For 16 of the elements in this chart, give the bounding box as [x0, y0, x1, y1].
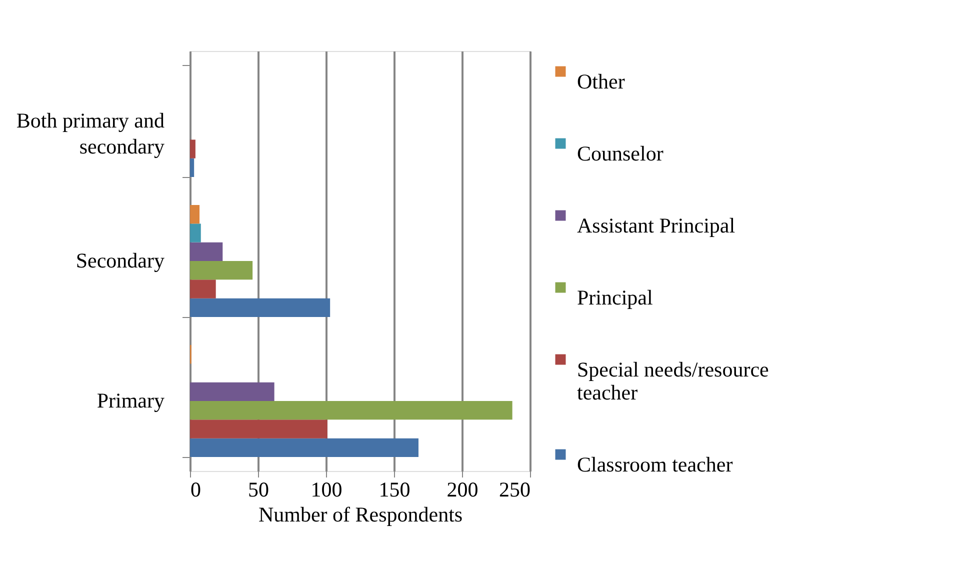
x-tick-label: 150 — [378, 478, 410, 502]
x-tick-label: 250 — [499, 478, 530, 502]
y-tick-label: Both primary and secondary — [16, 108, 165, 158]
y-tick-label: Secondary — [76, 248, 165, 272]
legend-label: Special needs/resource teacher — [577, 358, 769, 404]
y-tick-label: Primary — [96, 388, 165, 412]
x-tick-label: 0 — [190, 478, 201, 502]
legend-label: Classroom teacher — [577, 452, 733, 476]
x-tick-label: 200 — [446, 478, 478, 502]
x-tick-label: 50 — [248, 478, 269, 502]
x-tick-label: 100 — [310, 478, 342, 502]
legend-label: Other — [577, 70, 625, 94]
legend-label: Counselor — [577, 142, 664, 166]
legend-label: Principal — [577, 286, 653, 310]
legend-label: Assistant Principal — [577, 214, 736, 238]
x-axis-title: Number of Respondents — [258, 502, 463, 526]
